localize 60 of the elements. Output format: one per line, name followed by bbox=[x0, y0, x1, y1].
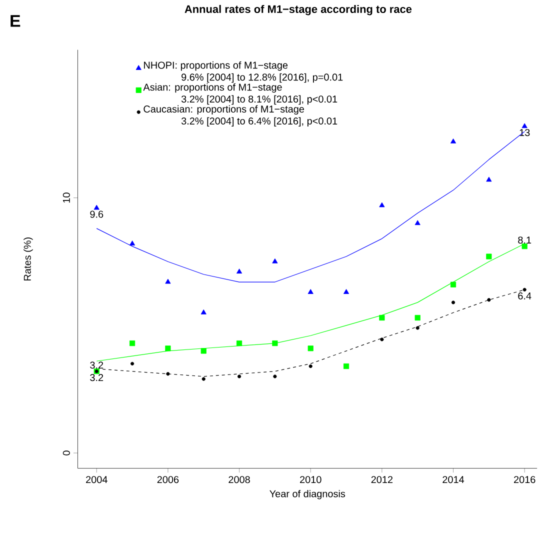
point bbox=[272, 258, 278, 264]
x-axis-title: Year of diagnosis bbox=[270, 490, 346, 500]
point bbox=[486, 254, 492, 260]
point bbox=[237, 374, 242, 378]
point bbox=[202, 377, 206, 381]
point bbox=[165, 278, 171, 284]
data-label: 6.4 bbox=[518, 292, 532, 300]
point bbox=[379, 202, 385, 208]
point bbox=[130, 362, 134, 366]
annotation: 3.2% [2004] to 8.1% [2016], p<0.01 bbox=[181, 95, 338, 105]
point bbox=[200, 348, 206, 354]
data-label: 9.6 bbox=[90, 210, 104, 218]
point bbox=[486, 176, 492, 182]
point bbox=[487, 298, 491, 302]
point bbox=[380, 338, 384, 342]
y-tick-label: 10 bbox=[62, 192, 70, 203]
legend-label: Caucasian: proportions of M1−stage bbox=[144, 105, 304, 115]
x-tick-label: 2006 bbox=[157, 476, 179, 484]
x-tick-label: 2008 bbox=[228, 476, 250, 484]
data-label: 3.2 bbox=[90, 362, 104, 369]
data-label: 13 bbox=[520, 129, 530, 136]
point bbox=[130, 340, 136, 346]
point bbox=[308, 289, 314, 294]
data-label: 8.1 bbox=[518, 236, 532, 244]
y-axis-title: Rates (%) bbox=[24, 238, 33, 280]
chart-title: Annual rates of M1−stage according to race bbox=[184, 4, 412, 16]
point bbox=[379, 314, 385, 321]
point bbox=[273, 374, 277, 378]
annotation: 9.6% [2004] to 12.8% [2016], p=0.01 bbox=[182, 73, 343, 83]
point bbox=[236, 340, 242, 346]
point bbox=[450, 138, 456, 144]
legend-label: Asian: proportions of M1−stage bbox=[143, 83, 282, 93]
point bbox=[165, 346, 171, 352]
point bbox=[343, 363, 350, 369]
point bbox=[522, 123, 528, 128]
text: E bbox=[10, 15, 20, 27]
x-tick-label: 2012 bbox=[371, 476, 393, 484]
point bbox=[450, 282, 456, 288]
point bbox=[308, 346, 314, 352]
point bbox=[130, 240, 136, 246]
x-tick-label: 2016 bbox=[514, 476, 536, 484]
point bbox=[200, 309, 206, 314]
point bbox=[343, 289, 350, 294]
x-tick-label: 2010 bbox=[300, 476, 322, 484]
point bbox=[308, 364, 312, 368]
point bbox=[522, 288, 526, 292]
point bbox=[416, 326, 420, 330]
annotation: 3.2% [2004] to 6.4% [2016], p<0.01 bbox=[181, 117, 338, 126]
point bbox=[166, 372, 170, 376]
data-label: 3.2 bbox=[90, 374, 104, 382]
x-tick-label: 2014 bbox=[442, 476, 464, 484]
point bbox=[451, 300, 456, 304]
point bbox=[236, 268, 242, 274]
y-tick-label: 0 bbox=[62, 450, 70, 456]
point bbox=[272, 340, 278, 346]
legend-label: NHOPI: proportions of M1−stage bbox=[144, 61, 288, 71]
point bbox=[414, 220, 420, 225]
point bbox=[94, 204, 100, 210]
point bbox=[414, 314, 420, 321]
x-tick-label: 2004 bbox=[86, 476, 108, 484]
